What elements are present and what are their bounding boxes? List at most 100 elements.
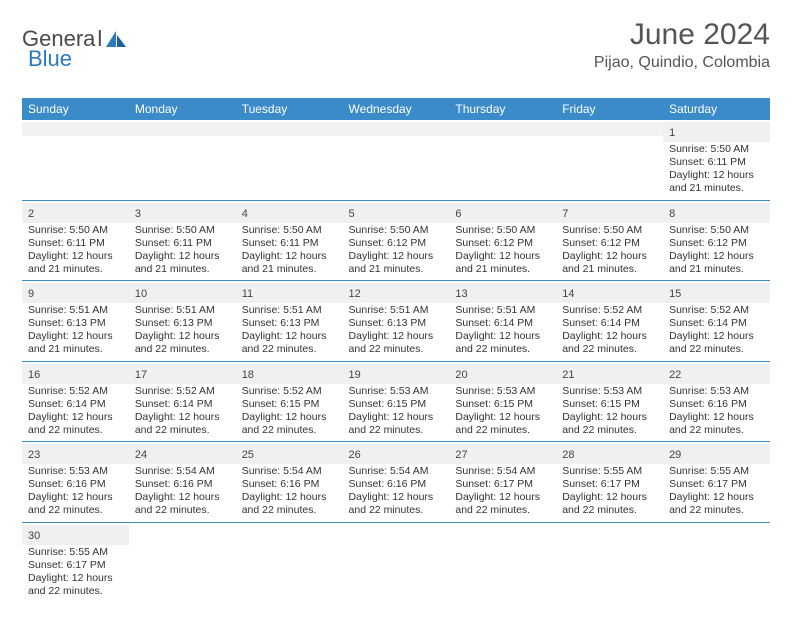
daylight-line-1: Daylight: 12 hours [455,330,550,343]
sunrise-line: Sunrise: 5:54 AM [455,465,550,478]
day-details: Sunrise: 5:52 AMSunset: 6:14 PMDaylight:… [669,303,764,357]
daylight-line-2: and 22 minutes. [28,585,123,598]
daylight-line-1: Daylight: 12 hours [562,411,657,424]
day-number: 21 [562,369,574,381]
day-details: Sunrise: 5:50 AMSunset: 6:11 PMDaylight:… [28,223,123,277]
empty-cell [236,522,343,602]
daynum-row: 4 [236,203,343,223]
week-row: 2Sunrise: 5:50 AMSunset: 6:11 PMDaylight… [22,200,770,281]
day-cell: 29Sunrise: 5:55 AMSunset: 6:17 PMDayligh… [663,442,770,523]
sunrise-line: Sunrise: 5:51 AM [349,304,444,317]
sunrise-line: Sunrise: 5:53 AM [669,385,764,398]
day-cell: 12Sunrise: 5:51 AMSunset: 6:13 PMDayligh… [343,281,450,362]
sunset-line: Sunset: 6:15 PM [455,398,550,411]
daylight-line-1: Daylight: 12 hours [455,411,550,424]
sunrise-line: Sunrise: 5:50 AM [669,143,764,156]
day-number: 19 [349,369,361,381]
day-details: Sunrise: 5:53 AMSunset: 6:15 PMDaylight:… [562,384,657,438]
day-cell: 7Sunrise: 5:50 AMSunset: 6:12 PMDaylight… [556,200,663,281]
day-details: Sunrise: 5:55 AMSunset: 6:17 PMDaylight:… [28,545,123,599]
location-label: Pijao, Quindio, Colombia [594,54,770,72]
day-details: Sunrise: 5:50 AMSunset: 6:11 PMDaylight:… [242,223,337,277]
sunset-line: Sunset: 6:12 PM [349,237,444,250]
sunset-line: Sunset: 6:16 PM [669,398,764,411]
day-details: Sunrise: 5:51 AMSunset: 6:13 PMDaylight:… [28,303,123,357]
week-row: 30Sunrise: 5:55 AMSunset: 6:17 PMDayligh… [22,522,770,602]
daynum-row: 27 [449,444,556,464]
daylight-line-1: Daylight: 12 hours [242,250,337,263]
day-details: Sunrise: 5:50 AMSunset: 6:12 PMDaylight:… [562,223,657,277]
day-cell: 17Sunrise: 5:52 AMSunset: 6:14 PMDayligh… [129,361,236,442]
title-block: June 2024 Pijao, Quindio, Colombia [594,18,770,72]
empty-cell [236,120,343,200]
day-number: 5 [349,208,355,220]
sunset-line: Sunset: 6:16 PM [349,478,444,491]
daylight-line-1: Daylight: 12 hours [562,250,657,263]
header-row-days: Sunday Monday Tuesday Wednesday Thursday… [22,98,770,120]
sunset-line: Sunset: 6:15 PM [349,398,444,411]
day-number: 22 [669,369,681,381]
logo-blue-wrap: Blue [29,46,72,72]
day-number: 8 [669,208,675,220]
empty-cell [129,522,236,602]
day-details: Sunrise: 5:54 AMSunset: 6:16 PMDaylight:… [349,464,444,518]
sunset-line: Sunset: 6:16 PM [135,478,230,491]
daynum-row: 23 [22,444,129,464]
sunset-line: Sunset: 6:17 PM [28,559,123,572]
daylight-line-2: and 22 minutes. [349,504,444,517]
day-cell: 9Sunrise: 5:51 AMSunset: 6:13 PMDaylight… [22,281,129,362]
sunset-line: Sunset: 6:14 PM [135,398,230,411]
col-wednesday: Wednesday [343,98,450,120]
sunrise-line: Sunrise: 5:53 AM [349,385,444,398]
daynum-row: 15 [663,283,770,303]
day-details: Sunrise: 5:53 AMSunset: 6:16 PMDaylight:… [28,464,123,518]
daynum-row: 19 [343,364,450,384]
week-row: 16Sunrise: 5:52 AMSunset: 6:14 PMDayligh… [22,361,770,442]
day-cell: 1Sunrise: 5:50 AMSunset: 6:11 PMDaylight… [663,120,770,200]
sunrise-line: Sunrise: 5:55 AM [669,465,764,478]
day-number: 23 [28,449,40,461]
sunset-line: Sunset: 6:11 PM [669,156,764,169]
daylight-line-1: Daylight: 12 hours [28,491,123,504]
day-cell: 27Sunrise: 5:54 AMSunset: 6:17 PMDayligh… [449,442,556,523]
daylight-line-1: Daylight: 12 hours [28,572,123,585]
daylight-line-2: and 22 minutes. [669,504,764,517]
daynum-row: 24 [129,444,236,464]
sunset-line: Sunset: 6:14 PM [669,317,764,330]
daynum-row: 17 [129,364,236,384]
daylight-line-2: and 21 minutes. [669,263,764,276]
daynum-row: 11 [236,283,343,303]
daylight-line-1: Daylight: 12 hours [135,491,230,504]
daylight-line-2: and 21 minutes. [349,263,444,276]
header-row: General June 2024 Pijao, Quindio, Colomb… [22,18,770,72]
col-saturday: Saturday [663,98,770,120]
sunrise-line: Sunrise: 5:54 AM [242,465,337,478]
daynum-row: 3 [129,203,236,223]
empty-cell [663,522,770,602]
day-cell: 6Sunrise: 5:50 AMSunset: 6:12 PMDaylight… [449,200,556,281]
daylight-line-2: and 22 minutes. [455,343,550,356]
logo-text-l: l [97,26,102,52]
daylight-line-2: and 21 minutes. [669,182,764,195]
day-details: Sunrise: 5:50 AMSunset: 6:11 PMDaylight:… [669,142,764,196]
daynum-row: 25 [236,444,343,464]
daylight-line-2: and 22 minutes. [349,343,444,356]
empty-cell [449,120,556,200]
day-cell: 28Sunrise: 5:55 AMSunset: 6:17 PMDayligh… [556,442,663,523]
day-cell: 4Sunrise: 5:50 AMSunset: 6:11 PMDaylight… [236,200,343,281]
week-row: 1Sunrise: 5:50 AMSunset: 6:11 PMDaylight… [22,120,770,200]
day-cell: 10Sunrise: 5:51 AMSunset: 6:13 PMDayligh… [129,281,236,362]
day-details: Sunrise: 5:50 AMSunset: 6:11 PMDaylight:… [135,223,230,277]
daylight-line-2: and 22 minutes. [242,504,337,517]
daynum-row: 20 [449,364,556,384]
empty-cell [556,120,663,200]
day-cell: 3Sunrise: 5:50 AMSunset: 6:11 PMDaylight… [129,200,236,281]
daylight-line-2: and 21 minutes. [28,263,123,276]
day-details: Sunrise: 5:53 AMSunset: 6:16 PMDaylight:… [669,384,764,438]
day-cell: 11Sunrise: 5:51 AMSunset: 6:13 PMDayligh… [236,281,343,362]
sunset-line: Sunset: 6:12 PM [455,237,550,250]
day-details: Sunrise: 5:52 AMSunset: 6:15 PMDaylight:… [242,384,337,438]
sunrise-line: Sunrise: 5:50 AM [349,224,444,237]
daylight-line-2: and 21 minutes. [28,343,123,356]
daylight-line-2: and 22 minutes. [135,504,230,517]
